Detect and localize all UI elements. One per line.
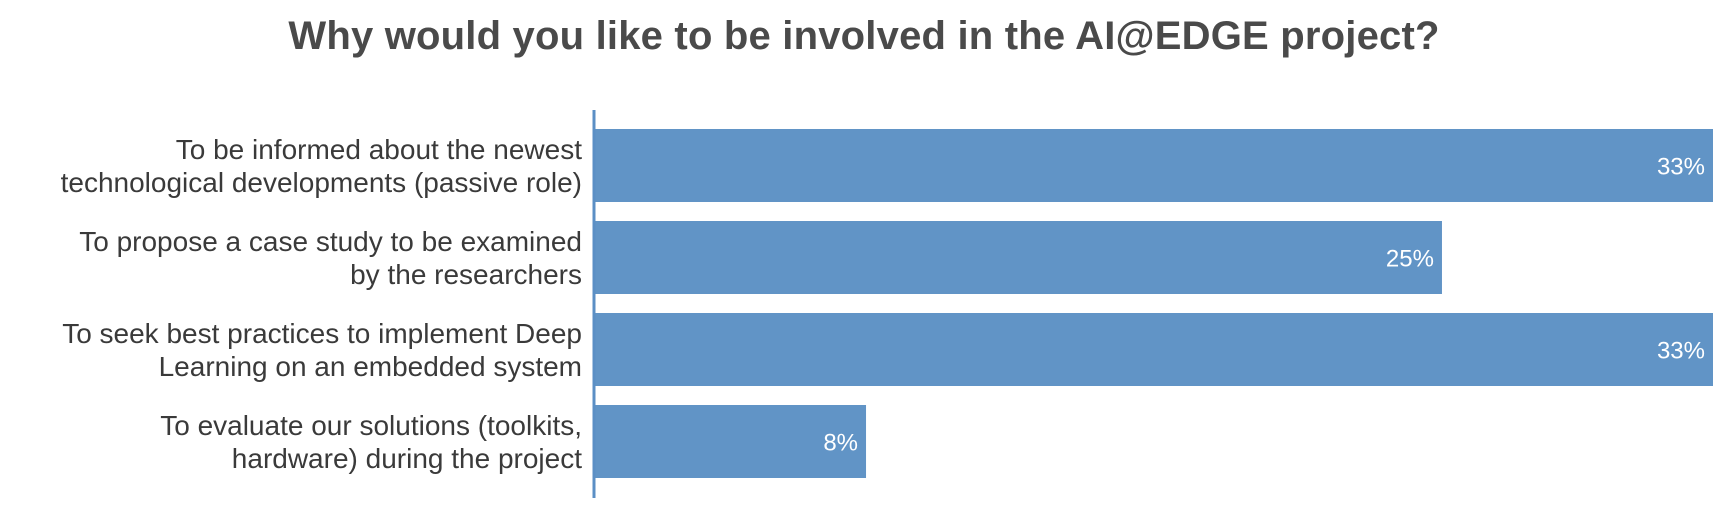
category-label-4-line-1: To evaluate our solutions (toolkits, [160,410,582,441]
category-labels-layer: To be informed about the newesttechnolog… [61,134,583,474]
data-label-2: 25% [1386,246,1434,273]
category-label-3-line-2: Learning on an embedded system [159,351,582,382]
category-label-1-line-2: technological developments (passive role… [61,167,582,198]
bar-4 [595,405,867,478]
data-label-1: 33% [1657,154,1705,181]
bars-layer: 33% 25% 33% 8% [595,129,1713,478]
category-label-2-line-1: To propose a case study to be examined [79,226,582,257]
data-label-3: 33% [1657,338,1705,365]
category-label-3-line-1: To seek best practices to implement Deep [62,318,582,349]
bar-3 [595,313,1713,386]
bar-2 [595,221,1442,294]
category-label-4-line-2: hardware) during the project [232,443,582,474]
bar-1 [595,129,1713,202]
category-label-1-line-1: To be informed about the newest [176,134,582,165]
chart-title: Why would you like to be involved in the… [288,14,1440,58]
category-label-2-line-2: by the researchers [350,259,582,290]
data-label-4: 8% [823,430,858,457]
